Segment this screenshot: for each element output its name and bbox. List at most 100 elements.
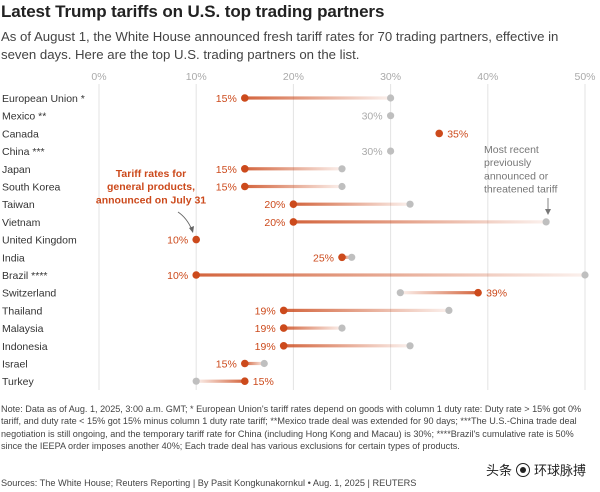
connector-bar: [196, 273, 585, 277]
annotation-arrowhead-previous: [545, 209, 551, 215]
x-tick-label: 30%: [380, 71, 401, 83]
x-tick-label: 10%: [186, 71, 207, 83]
x-tick-label: 0%: [91, 71, 106, 83]
connector-bar: [293, 202, 411, 206]
previous-rate-dot: [445, 306, 453, 314]
row-label: Japan: [2, 164, 31, 176]
annotation-new-rate-line: Tariff rates for: [116, 168, 186, 180]
connector-bar: [244, 167, 342, 171]
x-tick-label: 50%: [574, 71, 595, 83]
connector-bar: [283, 308, 449, 312]
new-rate-dot: [241, 377, 249, 386]
annotation-arrow-new: [177, 211, 193, 231]
previous-rate-dot: [387, 94, 395, 102]
connector-bar: [244, 96, 391, 100]
new-rate-label: 15%: [216, 93, 237, 105]
annotation-previous-line: previously: [484, 157, 532, 169]
new-rate-label: 15%: [216, 182, 237, 194]
row-label: Switzerland: [2, 288, 56, 300]
connector-bar: [196, 379, 245, 383]
watermark: 头条 环球脉搏: [486, 460, 586, 479]
new-rate-label: 15%: [253, 376, 274, 388]
new-rate-dot: [338, 253, 346, 262]
previous-rate-dot: [396, 289, 404, 297]
new-rate-dot: [192, 235, 200, 244]
row-label: Indonesia: [2, 341, 48, 353]
connector-bar: [283, 344, 411, 348]
row-label: Canada: [2, 128, 39, 140]
new-rate-dot: [192, 271, 200, 279]
previous-rate-dot: [192, 377, 200, 385]
connector-bar: [293, 220, 547, 224]
new-rate-label: 10%: [167, 235, 188, 247]
previous-rate-dot: [406, 200, 414, 208]
new-rate-dot: [435, 129, 444, 138]
previous-rate-dot: [387, 112, 395, 120]
annotation-previous-line: Most recent: [484, 144, 539, 156]
previous-rate-dot: [542, 218, 550, 226]
row-label: Thailand: [2, 305, 42, 317]
new-rate-label: 25%: [313, 252, 334, 264]
row-label: Malaysia: [2, 323, 44, 335]
row-label: Turkey: [2, 376, 34, 388]
new-rate-dot: [241, 182, 249, 191]
row-label: United Kingdom: [2, 235, 77, 247]
new-rate-dot: [279, 324, 288, 332]
row-label: Vietnam: [2, 217, 41, 229]
source-line: Sources: The White House; Reuters Report…: [1, 478, 417, 488]
previous-rate-dot: [581, 271, 589, 279]
connector-bar: [244, 184, 342, 189]
new-rate-label: 15%: [216, 164, 237, 176]
new-rate-label: 35%: [447, 128, 468, 140]
new-rate-label: 19%: [255, 323, 276, 335]
row-label: Taiwan: [2, 199, 35, 211]
connector-bar: [342, 255, 352, 259]
new-rate-label: 10%: [167, 270, 188, 282]
previous-rate-dot: [338, 165, 346, 173]
previous-rate-dot: [338, 324, 346, 332]
x-tick-label: 40%: [477, 71, 498, 83]
previous-rate-dot: [348, 253, 356, 261]
previous-rate-dot: [260, 359, 268, 368]
annotation-new-rate-line: announced on July 31: [96, 194, 206, 206]
previous-rate-label: 30%: [362, 111, 383, 123]
chart-rows: European Union * 15% Mexico ** 30% Canada 35%…: [2, 93, 589, 388]
new-rate-dot: [279, 342, 288, 350]
annotation-previous-line: threatened tariff: [484, 184, 557, 196]
new-rate-dot: [279, 306, 288, 315]
previous-rate-dot: [338, 182, 346, 191]
previous-rate-dot: [387, 147, 395, 155]
new-rate-label: 39%: [486, 288, 507, 300]
row-label: European Union *: [2, 93, 85, 105]
annotation-new-rate-line: general products,: [107, 181, 195, 193]
row-label: South Korea: [2, 182, 61, 194]
footnote: Note: Data as of Aug. 1, 2025, 3:00 a.m.…: [1, 404, 582, 452]
x-tick-label: 20%: [283, 71, 304, 83]
connector-bar: [244, 361, 265, 366]
watermark-left: 头条: [485, 463, 512, 478]
new-rate-dot: [241, 94, 249, 102]
row-label: Mexico **: [2, 111, 46, 123]
new-rate-label: 20%: [264, 217, 285, 229]
new-rate-dot: [474, 288, 482, 297]
row-label: Brazil ****: [2, 270, 48, 282]
tariff-chart: 0% 10% 20% 30% 40% 50% European Union * 15% Mex…: [2, 71, 596, 390]
new-rate-dot: [241, 359, 249, 368]
connector-bar: [400, 291, 479, 295]
at-icon: [515, 462, 530, 477]
row-label: Israel: [2, 359, 28, 371]
chart-subtitle: As of August 1, the White House announce…: [1, 29, 559, 62]
new-rate-label: 19%: [255, 305, 276, 317]
new-rate-label: 15%: [216, 359, 237, 371]
new-rate-dot: [289, 218, 298, 226]
row-label: India: [2, 252, 25, 264]
x-axis-ticks: 0% 10% 20% 30% 40% 50%: [91, 71, 595, 83]
previous-rate-label: 30%: [362, 146, 383, 158]
new-rate-label: 20%: [264, 199, 285, 211]
connector-bar: [283, 326, 342, 330]
previous-rate-dot: [406, 342, 414, 350]
annotation-arrowhead-new: [189, 226, 194, 233]
watermark-right: 环球脉搏: [533, 463, 586, 478]
chart-title: Latest Trump tariffs on U.S. top trading…: [1, 2, 385, 21]
